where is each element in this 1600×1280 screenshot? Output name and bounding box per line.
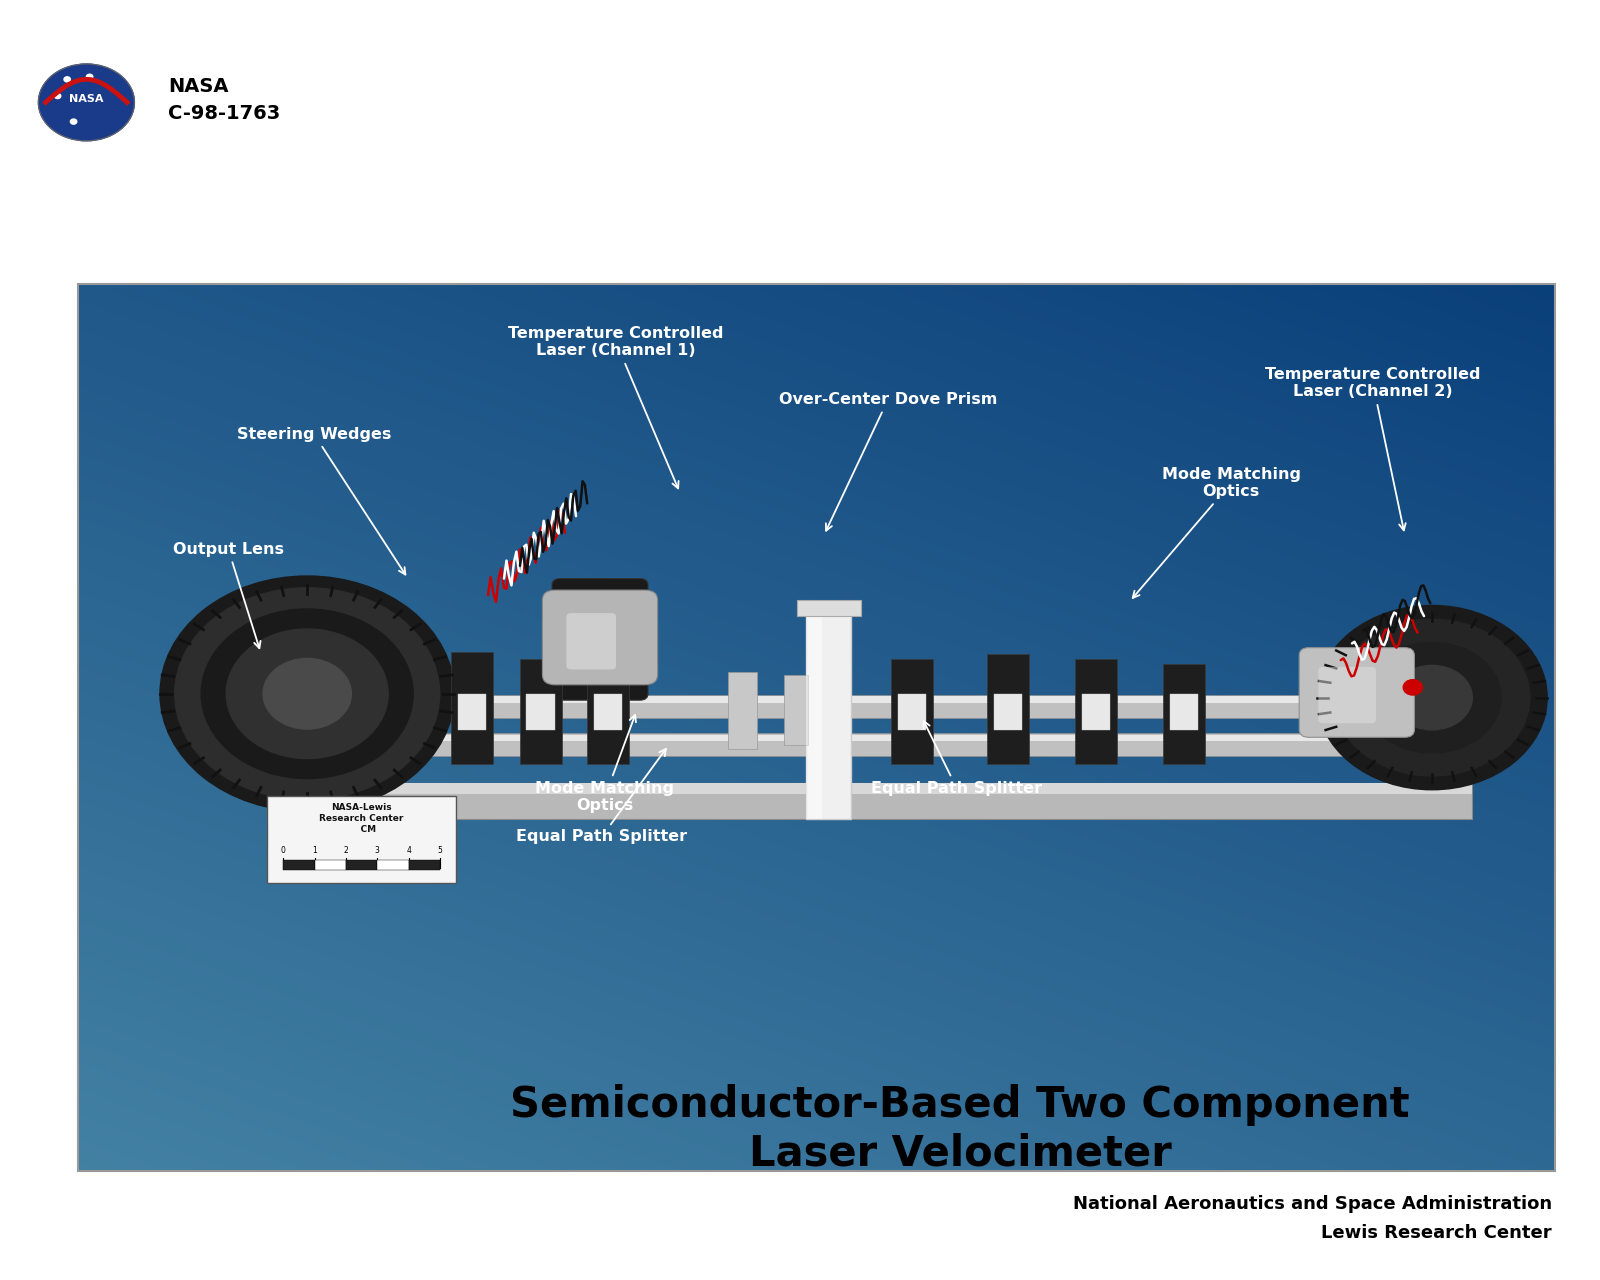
Circle shape — [1363, 643, 1501, 753]
FancyBboxPatch shape — [526, 694, 555, 730]
FancyBboxPatch shape — [994, 694, 1022, 730]
FancyBboxPatch shape — [378, 860, 408, 870]
Text: Over-Center Dove Prism: Over-Center Dove Prism — [779, 392, 997, 531]
FancyBboxPatch shape — [587, 664, 629, 764]
FancyBboxPatch shape — [408, 860, 440, 870]
Circle shape — [1392, 666, 1472, 730]
Text: NASA
C-98-1763: NASA C-98-1763 — [168, 77, 280, 123]
Text: NASA: NASA — [69, 93, 104, 104]
FancyBboxPatch shape — [344, 733, 1472, 756]
Circle shape — [202, 609, 413, 778]
Text: 2: 2 — [344, 846, 349, 855]
FancyBboxPatch shape — [542, 590, 658, 685]
FancyBboxPatch shape — [344, 783, 1472, 794]
FancyBboxPatch shape — [344, 783, 1472, 819]
FancyBboxPatch shape — [344, 695, 1472, 718]
FancyBboxPatch shape — [552, 579, 648, 700]
Text: Output Lens: Output Lens — [173, 541, 283, 648]
FancyBboxPatch shape — [898, 694, 926, 730]
Circle shape — [1403, 680, 1422, 695]
Circle shape — [64, 77, 70, 82]
Text: Mode Matching
Optics: Mode Matching Optics — [536, 716, 674, 813]
Text: 1: 1 — [312, 846, 317, 855]
FancyBboxPatch shape — [784, 675, 808, 745]
FancyBboxPatch shape — [594, 694, 622, 730]
Text: Lewis Research Center: Lewis Research Center — [1322, 1224, 1552, 1242]
FancyBboxPatch shape — [987, 654, 1029, 764]
FancyBboxPatch shape — [267, 796, 456, 883]
FancyBboxPatch shape — [797, 600, 861, 616]
Text: Temperature Controlled
Laser (Channel 2): Temperature Controlled Laser (Channel 2) — [1266, 367, 1480, 530]
FancyBboxPatch shape — [1163, 664, 1205, 764]
FancyBboxPatch shape — [1318, 667, 1376, 723]
Circle shape — [262, 658, 352, 730]
FancyBboxPatch shape — [1170, 694, 1198, 730]
Text: Equal Path Splitter: Equal Path Splitter — [872, 721, 1042, 796]
Circle shape — [174, 588, 440, 800]
FancyBboxPatch shape — [566, 613, 616, 669]
Text: 3: 3 — [374, 846, 379, 855]
FancyBboxPatch shape — [458, 694, 486, 730]
Text: Steering Wedges: Steering Wedges — [237, 426, 405, 575]
Text: National Aeronautics and Space Administration: National Aeronautics and Space Administr… — [1074, 1196, 1552, 1213]
Text: Equal Path Splitter: Equal Path Splitter — [517, 749, 686, 845]
Text: Semiconductor-Based Two Component
Laser Velocimeter: Semiconductor-Based Two Component Laser … — [510, 1084, 1410, 1174]
FancyBboxPatch shape — [1075, 659, 1117, 764]
Circle shape — [160, 576, 454, 812]
FancyBboxPatch shape — [451, 652, 493, 764]
FancyBboxPatch shape — [1082, 694, 1110, 730]
Circle shape — [86, 74, 93, 79]
Text: Temperature Controlled
Laser (Channel 1): Temperature Controlled Laser (Channel 1) — [509, 326, 723, 489]
FancyBboxPatch shape — [728, 672, 757, 749]
Circle shape — [70, 119, 77, 124]
FancyBboxPatch shape — [806, 608, 822, 819]
FancyBboxPatch shape — [315, 860, 346, 870]
FancyBboxPatch shape — [1299, 648, 1414, 737]
Text: 4: 4 — [406, 846, 411, 855]
Text: Mode Matching
Optics: Mode Matching Optics — [1133, 467, 1301, 598]
Text: NASA-Lewis
Research Center
    CM: NASA-Lewis Research Center CM — [320, 803, 403, 835]
Circle shape — [38, 64, 134, 141]
FancyBboxPatch shape — [346, 860, 378, 870]
Text: 5: 5 — [437, 846, 443, 855]
FancyBboxPatch shape — [806, 608, 851, 819]
Circle shape — [226, 628, 389, 759]
Circle shape — [1334, 620, 1530, 776]
FancyBboxPatch shape — [344, 735, 1472, 741]
Text: 0: 0 — [280, 846, 286, 855]
FancyBboxPatch shape — [520, 659, 562, 764]
FancyBboxPatch shape — [891, 659, 933, 764]
FancyBboxPatch shape — [344, 696, 1472, 703]
Circle shape — [54, 93, 61, 99]
Circle shape — [1317, 605, 1547, 790]
FancyBboxPatch shape — [283, 860, 315, 870]
